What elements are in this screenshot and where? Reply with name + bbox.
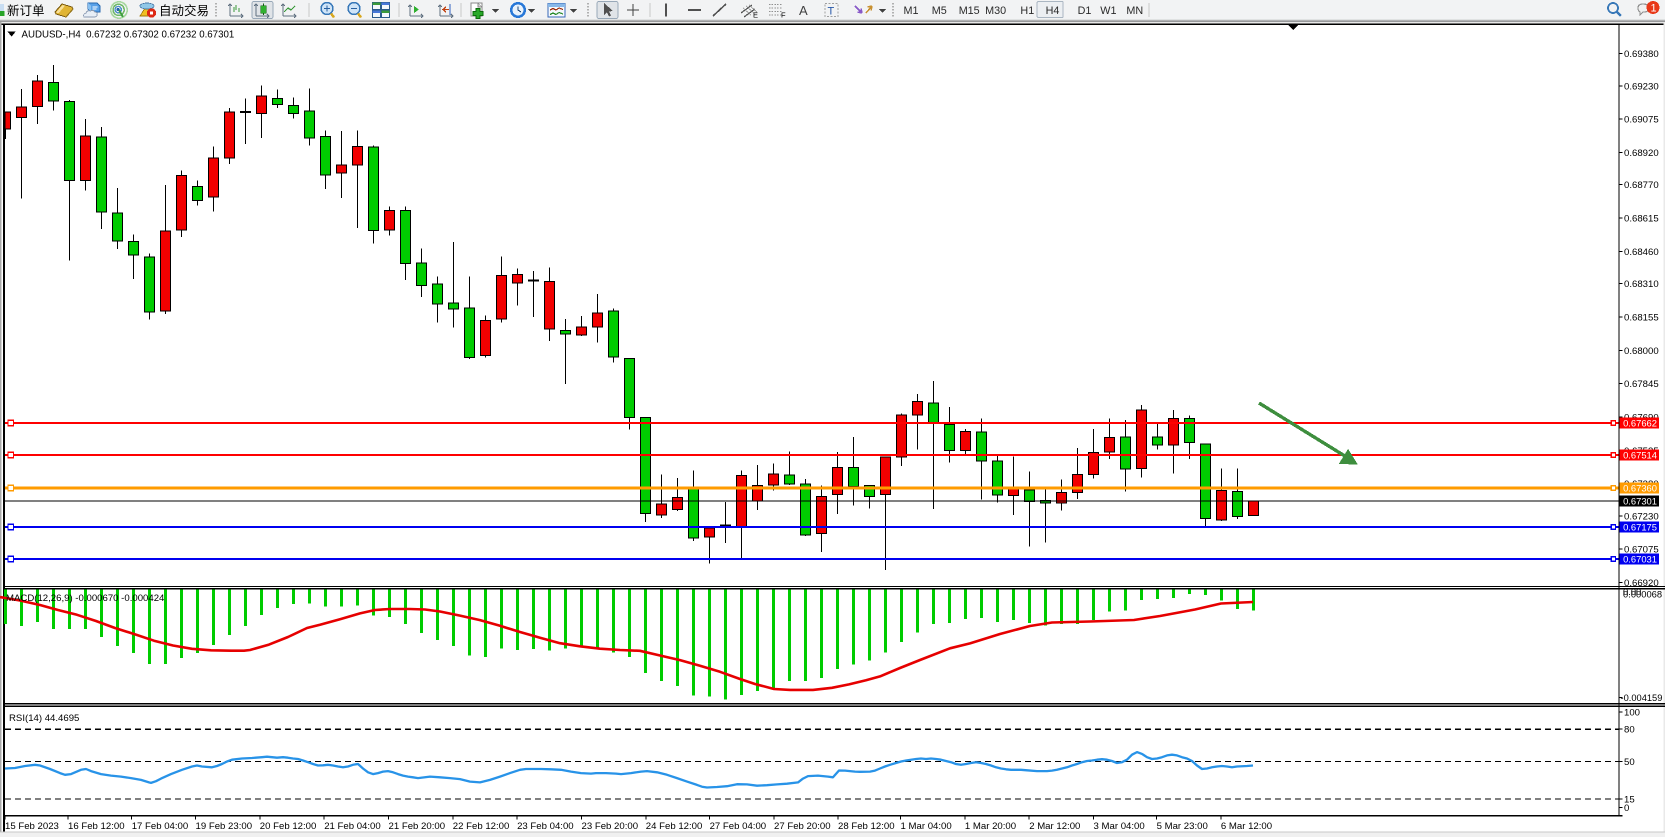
svg-text:0.68920: 0.68920 bbox=[1624, 148, 1659, 159]
svg-text:A: A bbox=[799, 3, 808, 18]
svg-text:0.69075: 0.69075 bbox=[1624, 115, 1659, 126]
svg-text:3 Mar 04:00: 3 Mar 04:00 bbox=[1094, 821, 1145, 832]
svg-text:H4: H4 bbox=[1046, 5, 1060, 17]
svg-text:-0.004159: -0.004159 bbox=[1621, 693, 1663, 703]
svg-text:M1: M1 bbox=[904, 5, 919, 17]
svg-text:17 Feb 04:00: 17 Feb 04:00 bbox=[132, 821, 189, 832]
svg-text:0.68000: 0.68000 bbox=[1624, 346, 1659, 357]
svg-text:AUDUSD-,H4 0.67232 0.67302 0.: AUDUSD-,H4 0.67232 0.67302 0.67232 0.673… bbox=[22, 30, 235, 41]
svg-text:0.00: 0.00 bbox=[1623, 586, 1641, 597]
svg-text:0.68155: 0.68155 bbox=[1624, 313, 1659, 324]
svg-text:0.67230: 0.67230 bbox=[1624, 511, 1659, 522]
svg-text:0.69230: 0.69230 bbox=[1624, 81, 1659, 92]
svg-text:E: E bbox=[753, 11, 758, 20]
svg-text:MN: MN bbox=[1126, 5, 1143, 17]
svg-text:1 Mar 20:00: 1 Mar 20:00 bbox=[965, 821, 1016, 832]
svg-text:100: 100 bbox=[1624, 708, 1640, 719]
svg-text:21 Feb 04:00: 21 Feb 04:00 bbox=[324, 821, 381, 832]
svg-text:0.68615: 0.68615 bbox=[1624, 214, 1659, 225]
svg-text:0.67031: 0.67031 bbox=[1623, 553, 1657, 564]
svg-text:23 Feb 20:00: 23 Feb 20:00 bbox=[582, 821, 639, 832]
svg-text:0.66920: 0.66920 bbox=[1624, 578, 1659, 589]
svg-text:D1: D1 bbox=[1078, 5, 1092, 17]
svg-text:15 Feb 2023: 15 Feb 2023 bbox=[5, 821, 59, 832]
svg-text:T: T bbox=[828, 6, 835, 18]
svg-text:22 Feb 12:00: 22 Feb 12:00 bbox=[453, 821, 510, 832]
svg-text:19 Feb 23:00: 19 Feb 23:00 bbox=[196, 821, 253, 832]
svg-text:20 Feb 12:00: 20 Feb 12:00 bbox=[260, 821, 317, 832]
svg-text:24 Feb 12:00: 24 Feb 12:00 bbox=[646, 821, 703, 832]
svg-text:27 Feb 20:00: 27 Feb 20:00 bbox=[774, 821, 831, 832]
svg-text:M30: M30 bbox=[985, 5, 1006, 17]
svg-text:23 Feb 04:00: 23 Feb 04:00 bbox=[517, 821, 574, 832]
svg-text:0.67075: 0.67075 bbox=[1624, 545, 1659, 556]
svg-text:0.67662: 0.67662 bbox=[1623, 417, 1657, 428]
svg-text:F: F bbox=[781, 11, 786, 20]
svg-text:W1: W1 bbox=[1100, 5, 1116, 17]
svg-text:0: 0 bbox=[1624, 803, 1629, 814]
svg-text:16 Feb 12:00: 16 Feb 12:00 bbox=[68, 821, 125, 832]
svg-text:M15: M15 bbox=[959, 5, 980, 17]
svg-text:M5: M5 bbox=[932, 5, 947, 17]
svg-text:50: 50 bbox=[1624, 757, 1635, 768]
svg-text:RSI(14) 44.4695: RSI(14) 44.4695 bbox=[9, 713, 79, 724]
svg-text:0.69380: 0.69380 bbox=[1624, 49, 1659, 60]
svg-text:1 Mar 04:00: 1 Mar 04:00 bbox=[901, 821, 952, 832]
svg-text:0.67360: 0.67360 bbox=[1623, 482, 1657, 493]
svg-text:H1: H1 bbox=[1020, 5, 1034, 17]
svg-text:28 Feb 12:00: 28 Feb 12:00 bbox=[838, 821, 895, 832]
svg-text:0.67514: 0.67514 bbox=[1623, 449, 1657, 460]
svg-text:0.68310: 0.68310 bbox=[1624, 279, 1659, 290]
svg-text:21 Feb 20:00: 21 Feb 20:00 bbox=[389, 821, 446, 832]
svg-text:0.000068: 0.000068 bbox=[1623, 589, 1662, 600]
svg-text:0.68460: 0.68460 bbox=[1624, 247, 1659, 258]
svg-text:0.67175: 0.67175 bbox=[1623, 521, 1657, 532]
svg-text:自动交易: 自动交易 bbox=[159, 3, 209, 18]
svg-text:2 Mar 12:00: 2 Mar 12:00 bbox=[1029, 821, 1080, 832]
svg-text:27 Feb 04:00: 27 Feb 04:00 bbox=[710, 821, 767, 832]
svg-text:6 Mar 12:00: 6 Mar 12:00 bbox=[1221, 821, 1272, 832]
svg-text:5 Mar 23:00: 5 Mar 23:00 bbox=[1157, 821, 1208, 832]
svg-text:0.67301: 0.67301 bbox=[1623, 495, 1657, 506]
svg-text:新订单: 新订单 bbox=[7, 3, 45, 18]
svg-text:0.67845: 0.67845 bbox=[1624, 379, 1659, 390]
svg-text:1: 1 bbox=[1651, 3, 1657, 15]
svg-text:15: 15 bbox=[1624, 794, 1635, 805]
svg-text:MACD(12,26,9) -0.000670 -0.000: MACD(12,26,9) -0.000670 -0.000424 bbox=[6, 593, 165, 604]
svg-text:0.68770: 0.68770 bbox=[1624, 180, 1659, 191]
svg-text:80: 80 bbox=[1624, 725, 1635, 736]
